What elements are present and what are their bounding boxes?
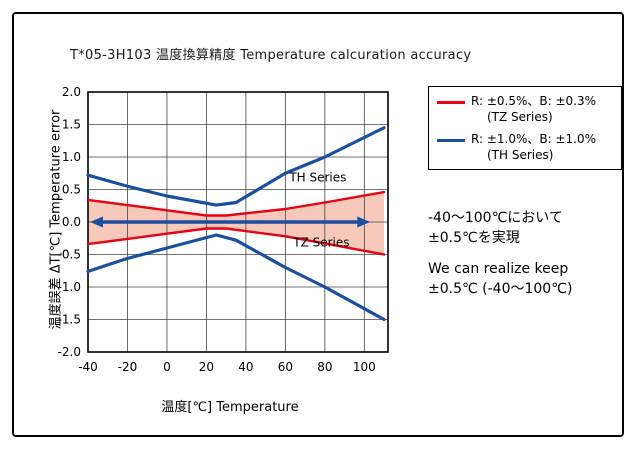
legend-label-th: R: ±1.0%、B: ±1.0% — [471, 132, 596, 147]
x-tick-label: -20 — [118, 360, 138, 374]
legend-sub-th: (TH Series) — [487, 147, 554, 162]
y-tick-label: -2.0 — [58, 345, 81, 359]
series-line — [86, 227, 386, 256]
legend-item-tz: R: ±0.5%、B: ±0.3% (TZ Series) — [437, 94, 613, 125]
x-tick-label: 40 — [238, 360, 253, 374]
y-tick-label: -0.5 — [58, 248, 81, 262]
note-japanese: -40～100℃において ±0.5℃を実現 — [428, 210, 563, 247]
chart-title: T*05-3H103 温度換算精度 Temperature calcuratio… — [70, 48, 472, 63]
y-axis-label: 温度誤差 ΔT[℃] Temperature error — [48, 109, 64, 330]
y-tick-label: 1.5 — [62, 118, 81, 132]
y-tick-label: -1.5 — [58, 313, 81, 327]
y-tick-label: 0.5 — [62, 183, 81, 197]
annotation-note: -40～100℃において ±0.5℃を実現 We can realize kee… — [428, 208, 628, 309]
legend-sub-tz: (TZ Series) — [487, 109, 553, 124]
y-tick-label: -1.0 — [58, 280, 81, 294]
tz-line-sample — [437, 101, 465, 104]
x-axis-label: 温度[℃] Temperature — [161, 400, 299, 415]
y-tick-label: 2.0 — [62, 85, 81, 99]
series-line — [86, 233, 386, 322]
temperature-accuracy-chart: -40 -20 0 20 40 60 80 100 -2.0 -1.5 -1.0 -0.5 0.0 0.5… — [58, 85, 389, 374]
x-tick-label: 80 — [317, 360, 332, 374]
x-tick-label: 60 — [278, 360, 293, 374]
series-annotation: TH Series — [288, 171, 346, 185]
series-line — [86, 190, 386, 217]
x-tick-label: 0 — [163, 360, 171, 374]
y-tick-label: 0.0 — [62, 215, 81, 229]
plot-border — [87, 91, 389, 353]
y-tick-label: 1.0 — [62, 150, 81, 164]
x-tick-label: 20 — [199, 360, 214, 374]
legend: R: ±0.5%、B: ±0.3% (TZ Series) R: ±1.0%、B… — [428, 86, 622, 171]
th-line-sample — [437, 139, 465, 143]
range-arrow-head-right — [357, 216, 371, 228]
legend-item-th: R: ±1.0%、B: ±1.0% (TH Series) — [437, 132, 613, 163]
range-arrow-head-left — [89, 216, 103, 228]
series-line — [86, 126, 386, 207]
note-english: We can realize keep ±0.5℃ (-40～100℃) — [428, 260, 573, 297]
legend-label-tz: R: ±0.5%、B: ±0.3% — [471, 94, 596, 108]
x-tick-label: 100 — [353, 360, 376, 374]
x-tick-label: -40 — [78, 360, 98, 374]
series-annotation: TZ Series — [292, 236, 349, 250]
